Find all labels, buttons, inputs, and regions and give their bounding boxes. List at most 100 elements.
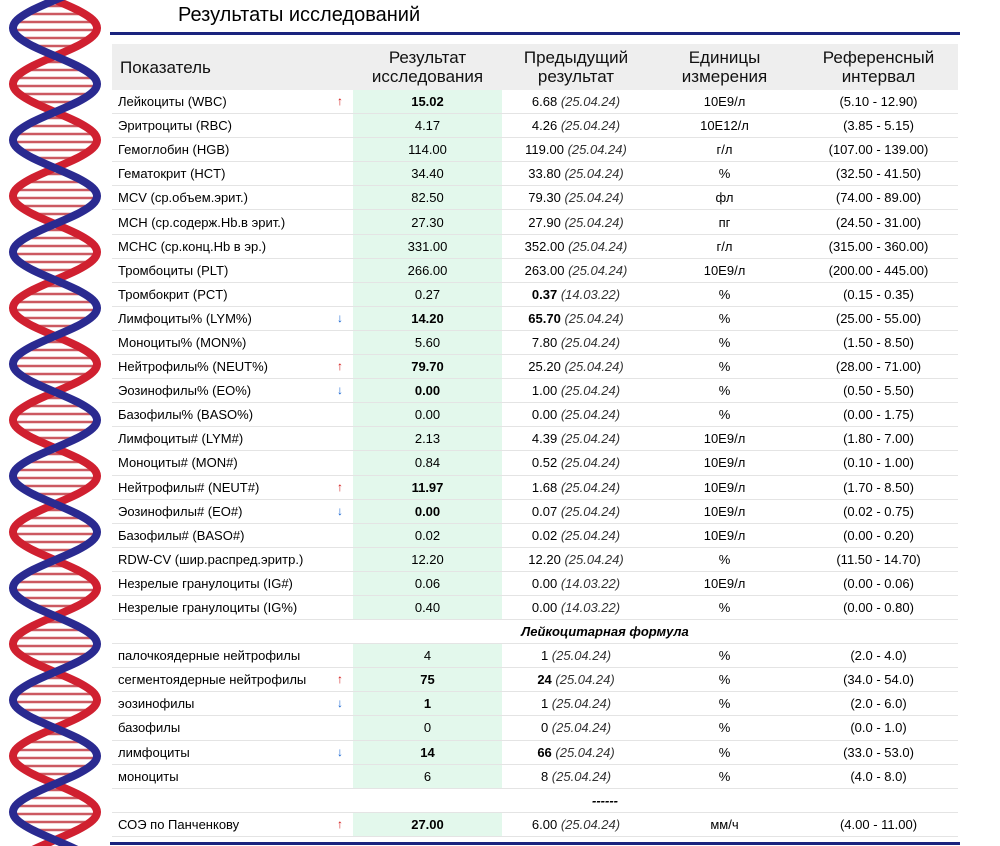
indicator-cell: Гематокрит (HCT) bbox=[112, 161, 353, 187]
previous-value: 79.30 bbox=[528, 190, 561, 206]
result-cell: 34.40 bbox=[353, 161, 502, 187]
reference-cell: (1.50 - 8.50) bbox=[799, 330, 958, 356]
previous-cell: 27.90 (25.04.24) bbox=[502, 209, 650, 235]
previous-cell: 0.00 (14.03.22) bbox=[502, 571, 650, 596]
indicator-name: Незрелые гранулоциты (IG#) bbox=[118, 575, 293, 591]
flag: ↓ bbox=[337, 310, 343, 325]
indicator-name: Лимфоциты% (LYM%) bbox=[118, 310, 252, 326]
previous-cell: 8 (25.04.24) bbox=[502, 764, 650, 789]
result-row: Тромбоциты (PLT) 266.00 263.00 (25.04.24) 1… bbox=[112, 258, 958, 283]
previous-date: (25.04.24) bbox=[551, 720, 612, 736]
previous-date: (25.04.24) bbox=[560, 383, 621, 399]
result-row: RDW-CV (шир.распред.эритр.) 12.20 12.20 (2… bbox=[112, 547, 958, 572]
previous-date: (14.03.22) bbox=[560, 286, 621, 302]
previous-value: 12.20 bbox=[528, 551, 561, 567]
unit-cell: % bbox=[650, 667, 799, 693]
previous-value: 65.70 bbox=[528, 310, 561, 326]
previous-cell: 12.20 (25.04.24) bbox=[502, 547, 650, 572]
flag: ↓ bbox=[337, 744, 343, 759]
flag: ↑ bbox=[337, 359, 343, 374]
reference-cell: (0.02 - 0.75) bbox=[799, 499, 958, 524]
indicator-name: Лейкоциты (WBC) bbox=[118, 94, 227, 110]
indicator-name: Тромбокрит (PCT) bbox=[118, 286, 228, 302]
reference-cell: (34.0 - 54.0) bbox=[799, 667, 958, 693]
unit-cell: % bbox=[650, 547, 799, 572]
result-row: Лимфоциты# (LYM#) 2.13 4.39 (25.04.24) 10E9… bbox=[112, 426, 958, 452]
previous-cell: 4.26 (25.04.24) bbox=[502, 113, 650, 139]
indicator-cell: эозинофилы ↓ bbox=[112, 691, 353, 717]
result-row: СОЭ по Панченкову ↑ 27.00 6.00 (25.04.24) мм… bbox=[112, 812, 958, 837]
section-row: Лейкоцитарная формула bbox=[112, 619, 958, 645]
previous-cell: 0.37 (14.03.22) bbox=[502, 282, 650, 307]
indicator-name: MCHC (ср.конц.Hb в эр.) bbox=[118, 238, 267, 254]
indicator-cell: Незрелые гранулоциты (IG#) bbox=[112, 571, 353, 596]
indicator-name: Эозинофилы% (EO%) bbox=[118, 383, 252, 399]
column-header: Результат исследования bbox=[353, 44, 502, 90]
unit-cell: 10E9/л bbox=[650, 450, 799, 476]
result-row: Тромбокрит (PCT) 0.27 0.37 (14.03.22)% (0.1… bbox=[112, 282, 958, 307]
indicator-name: моноциты bbox=[118, 768, 179, 784]
indicator-cell: лимфоциты ↓ bbox=[112, 740, 353, 765]
reference-cell: (74.00 - 89.00) bbox=[799, 185, 958, 211]
indicator-cell: MCV (ср.объем.эрит.) bbox=[112, 185, 353, 211]
indicator-cell: Эозинофилы% (EO%) ↓ bbox=[112, 378, 353, 404]
result-row: Эозинофилы# (EO#) ↓ 0.00 0.07 (25.04.24) 10E… bbox=[112, 499, 958, 524]
indicator-name: RDW-CV (шир.распред.эритр.) bbox=[118, 551, 304, 567]
previous-date: (25.04.24) bbox=[560, 407, 621, 423]
result-cell: 14 bbox=[353, 740, 502, 765]
result-cell: 27.30 bbox=[353, 209, 502, 235]
section-title: Лейкоцитарная формула bbox=[112, 619, 958, 645]
reference-cell: (200.00 - 445.00) bbox=[799, 258, 958, 283]
indicator-name: сегментоядерные нейтрофилы bbox=[118, 672, 307, 688]
flag: ↑ bbox=[337, 672, 343, 687]
previous-value: 8 bbox=[540, 768, 549, 784]
reference-cell: (0.50 - 5.50) bbox=[799, 378, 958, 404]
reference-cell: (33.0 - 53.0) bbox=[799, 740, 958, 765]
previous-date: (25.04.24) bbox=[560, 503, 621, 519]
reference-cell: (0.0 - 1.0) bbox=[799, 715, 958, 741]
result-cell: 5.60 bbox=[353, 330, 502, 356]
previous-cell: 24 (25.04.24) bbox=[502, 667, 650, 693]
result-cell: 1 bbox=[353, 691, 502, 717]
previous-date: (25.04.24) bbox=[551, 768, 612, 784]
indicator-cell: MCHC (ср.конц.Hb в эр.) bbox=[112, 234, 353, 259]
flag: ↑ bbox=[337, 816, 343, 831]
previous-value: 7.80 bbox=[531, 334, 558, 350]
result-row: Нейтрофилы% (NEUT%) ↑ 79.70 25.20 (25.04.24… bbox=[112, 354, 958, 380]
previous-cell: 1 (25.04.24) bbox=[502, 643, 650, 669]
previous-cell: 0.07 (25.04.24) bbox=[502, 499, 650, 524]
previous-date: (25.04.24) bbox=[560, 334, 621, 350]
unit-cell: % bbox=[650, 764, 799, 789]
reference-cell: (0.00 - 0.80) bbox=[799, 595, 958, 621]
result-cell: 79.70 bbox=[353, 354, 502, 380]
unit-cell: % bbox=[650, 306, 799, 331]
previous-date: (25.04.24) bbox=[568, 262, 628, 278]
indicator-cell: сегментоядерные нейтрофилы ↑ bbox=[112, 667, 353, 693]
result-row: MCHC (ср.конц.Hb в эр.) 331.00 352.00 (25.… bbox=[112, 234, 958, 259]
reference-cell: (107.00 - 139.00) bbox=[799, 137, 958, 163]
result-row: MCH (ср.содерж.Hb.в эрит.) 27.30 27.90 (25… bbox=[112, 209, 958, 235]
previous-value: 263.00 bbox=[524, 262, 565, 278]
previous-cell: 0.52 (25.04.24) bbox=[502, 450, 650, 476]
indicator-cell: Базофилы% (BASO%) bbox=[112, 402, 353, 428]
column-header: Единицы измерения bbox=[650, 44, 799, 90]
previous-date: (25.04.24) bbox=[555, 744, 615, 760]
reference-cell: (32.50 - 41.50) bbox=[799, 161, 958, 187]
previous-date: (25.04.24) bbox=[560, 94, 621, 110]
reference-cell: (0.00 - 1.75) bbox=[799, 402, 958, 428]
result-cell: 0.02 bbox=[353, 523, 502, 548]
previous-date: (25.04.24) bbox=[564, 166, 624, 182]
unit-cell: 10E9/л bbox=[650, 571, 799, 596]
previous-date: (14.03.22) bbox=[560, 575, 621, 591]
unit-cell: мм/ч bbox=[650, 812, 799, 837]
result-row: Незрелые гранулоциты (IG%) 0.40 0.00 (14.0… bbox=[112, 595, 958, 621]
previous-value: 0 bbox=[540, 720, 549, 736]
previous-date: (14.03.22) bbox=[560, 600, 621, 616]
previous-cell: 0.00 (25.04.24) bbox=[502, 402, 650, 428]
reference-cell: (0.00 - 0.06) bbox=[799, 571, 958, 596]
result-cell: 4.17 bbox=[353, 113, 502, 139]
unit-cell: пг bbox=[650, 209, 799, 235]
previous-date: (25.04.24) bbox=[564, 214, 624, 230]
indicator-name: MCV (ср.объем.эрит.) bbox=[118, 190, 248, 206]
result-cell: 11.97 bbox=[353, 475, 502, 500]
